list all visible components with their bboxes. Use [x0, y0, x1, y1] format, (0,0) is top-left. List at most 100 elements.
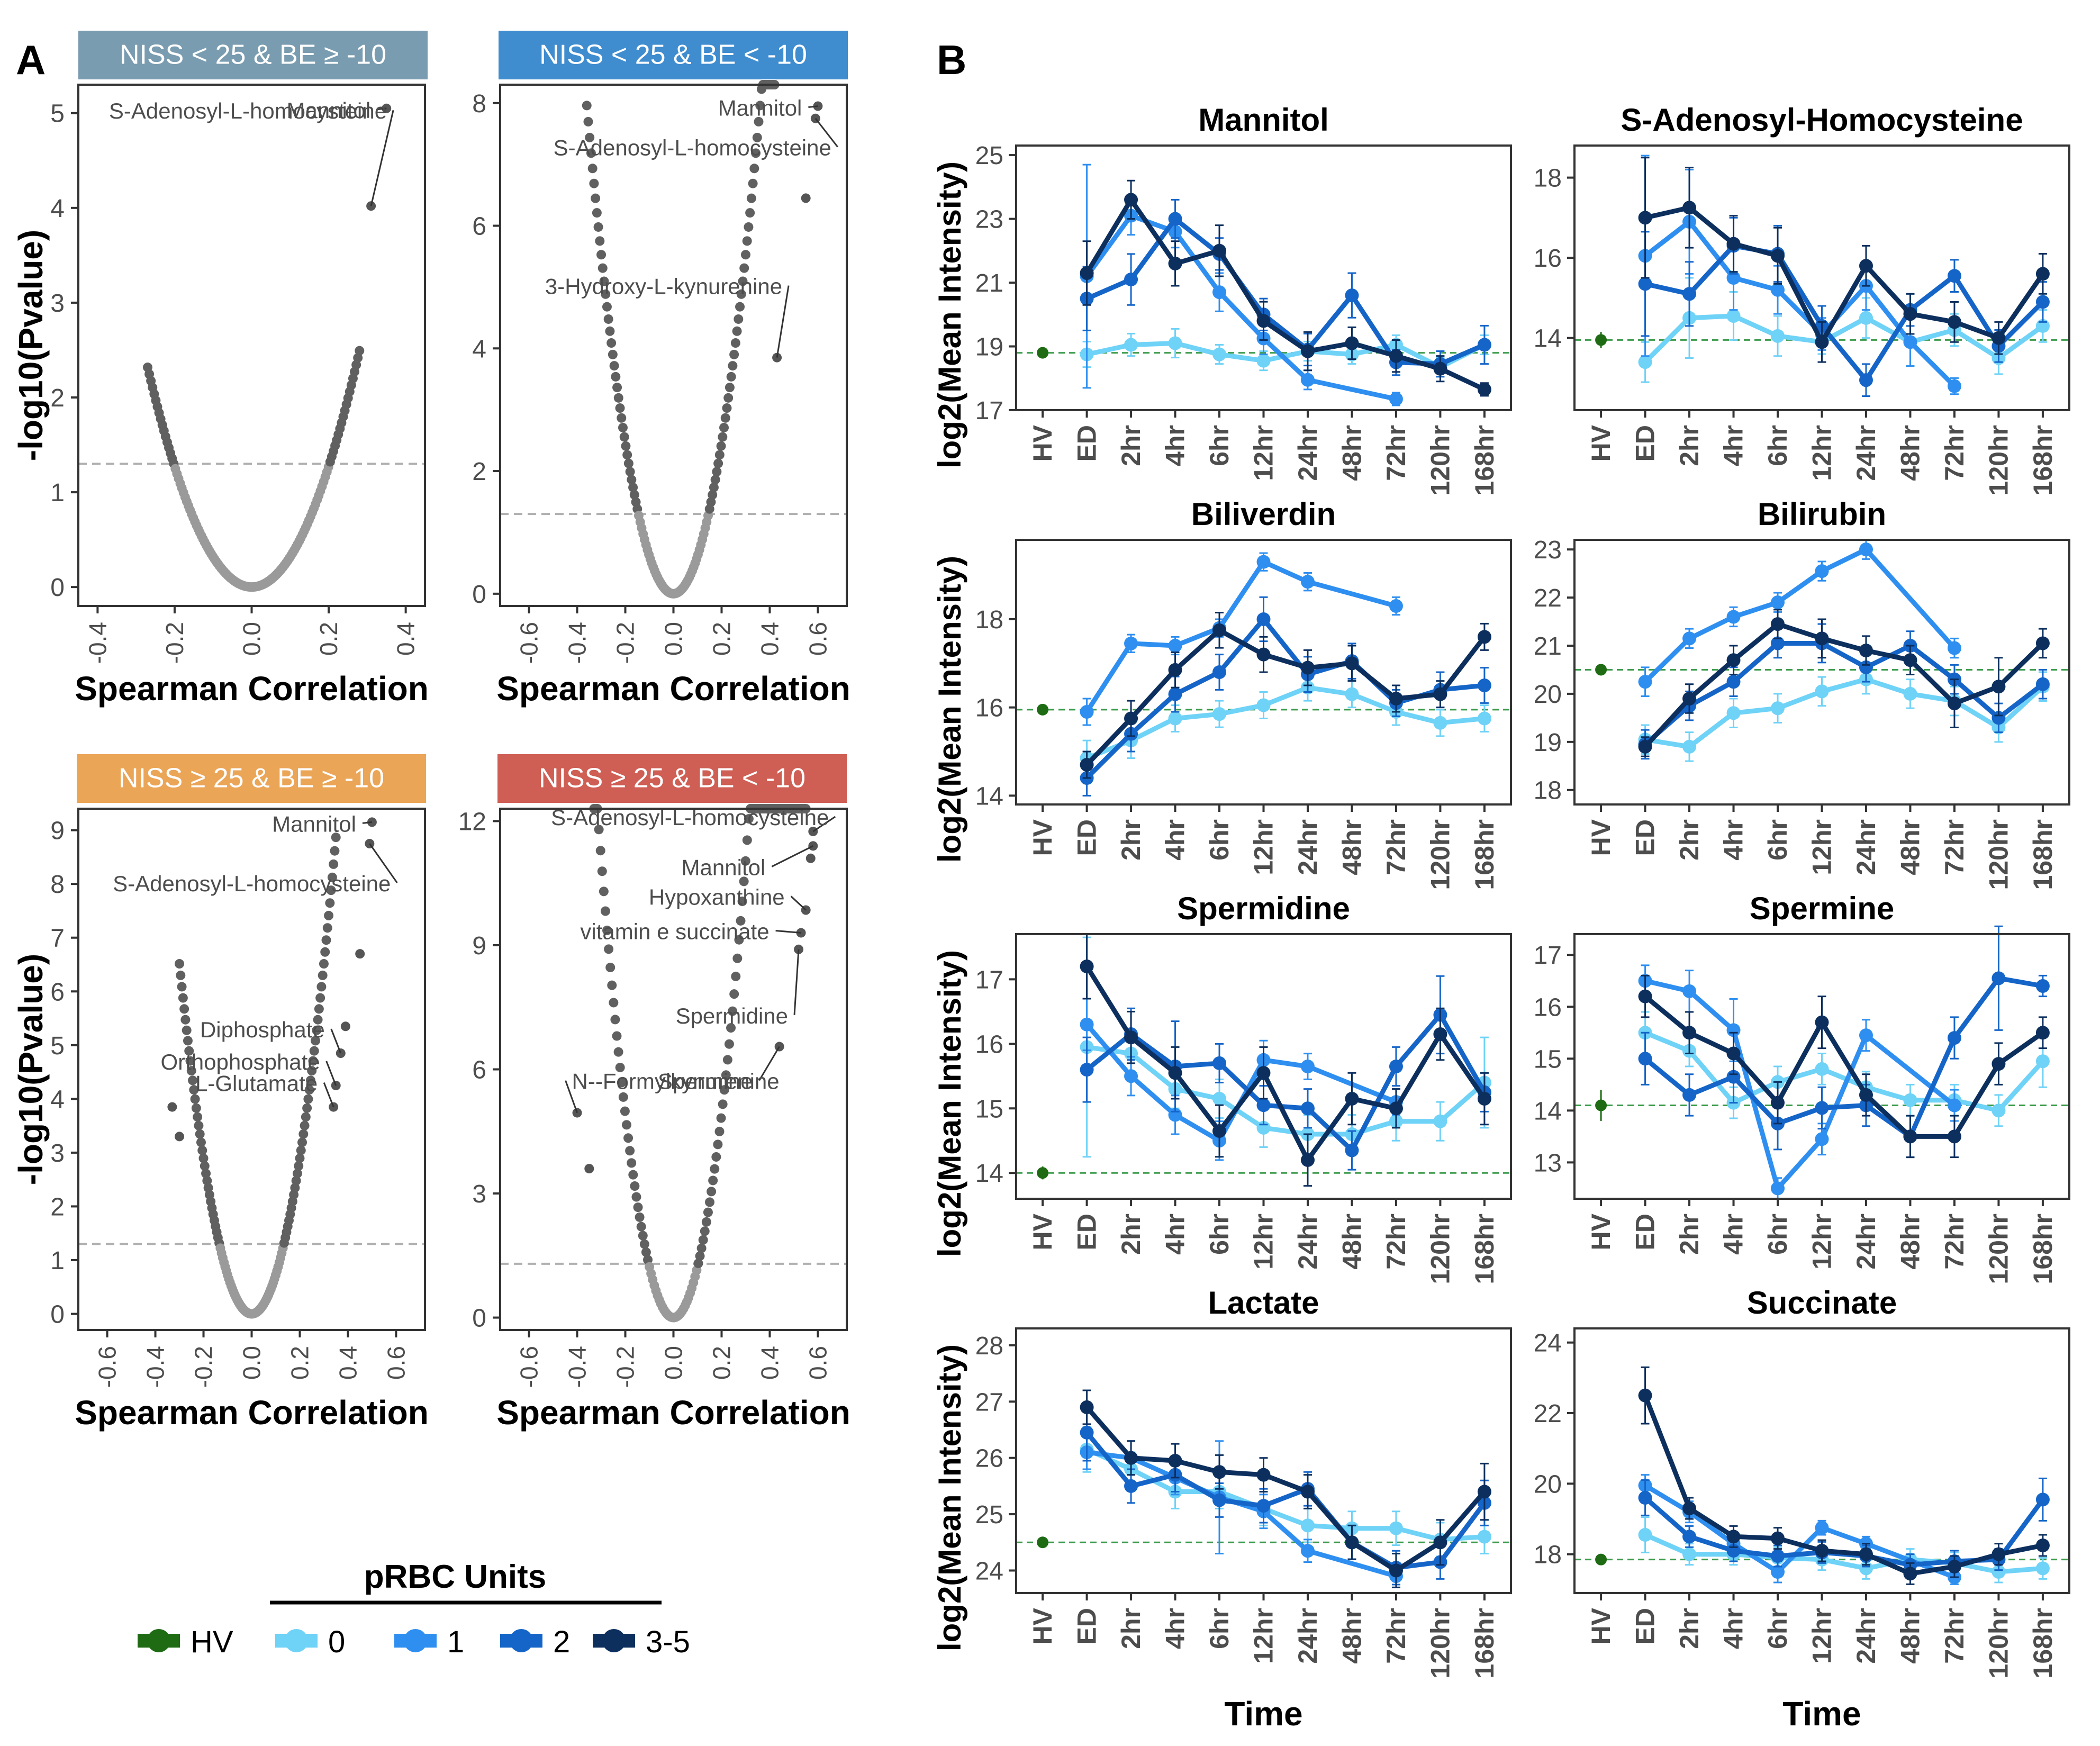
- metabolite-point: [308, 1056, 318, 1066]
- metabolite-point: [716, 441, 726, 451]
- metabolite-point: [621, 441, 631, 451]
- metabolite-point: [736, 289, 746, 299]
- metabolite-point: [182, 1025, 192, 1035]
- metabolite-point: [607, 980, 617, 990]
- x-tick-label: 48hr: [1895, 1214, 1925, 1270]
- metabolite-point: [635, 1212, 645, 1222]
- data-point: [1682, 984, 1697, 998]
- x-tick-label: 6hr: [1763, 425, 1793, 466]
- x-tick-label: 0.6: [382, 1346, 410, 1380]
- x-tick-label: 48hr: [1337, 425, 1366, 481]
- metabolite-point: [721, 1070, 731, 1080]
- metabolite-point: [625, 1146, 635, 1156]
- legend-item: 0: [275, 1625, 345, 1659]
- label-leader-line: [758, 1046, 780, 1081]
- metabolite-point: [746, 193, 756, 203]
- data-point: [1124, 1479, 1138, 1493]
- metabolite-title: Bilirubin: [1758, 496, 1886, 532]
- y-tick-label: 16: [975, 694, 1003, 722]
- metabolite-point: [177, 982, 187, 992]
- legend-title: pRBC Units: [364, 1559, 546, 1595]
- x-tick-label: 168hr: [2028, 819, 2058, 890]
- y-tick-label: 8: [472, 90, 486, 118]
- metabolite-point: [722, 403, 732, 413]
- y-axis-label: -log10(Pvalue): [12, 954, 50, 1185]
- data-point: [1947, 1031, 1961, 1045]
- metabolite-point: [291, 1175, 301, 1186]
- x-tick-label: 120hr: [1984, 425, 2013, 495]
- data-point: [1947, 1560, 1961, 1573]
- timecourse-s-adenosyl-homocysteine: S-Adenosyl-Homocysteine 14 16 18 HV ED 2hr 4hr 6…: [1534, 102, 2070, 495]
- metabolite-point: [200, 1161, 210, 1171]
- series-3-5: [1638, 609, 2050, 757]
- metabolite-point: [722, 1055, 732, 1065]
- metabolite-point: [740, 250, 750, 260]
- x-tick-label: HV: [1586, 424, 1616, 462]
- data-point: [1124, 338, 1138, 352]
- metabolite-point: [713, 458, 723, 468]
- timecourse-succinate: Succinate 18 20 22 24 HV ED 2hr 4hr 6hr 12hr 24hr 48…: [1534, 1285, 2070, 1733]
- metabolite-point: [597, 866, 607, 876]
- x-tick-label: 24hr: [1851, 819, 1881, 875]
- x-tick-label: 6hr: [1205, 425, 1234, 466]
- x-tick-label: 24hr: [1293, 819, 1323, 875]
- data-point: [1212, 1091, 1227, 1106]
- y-tick-label: 15: [975, 1095, 1003, 1123]
- data-point: [1124, 636, 1138, 650]
- metabolite-point: [605, 962, 615, 972]
- data-point: [1389, 349, 1403, 363]
- metabolite-point: [598, 263, 608, 273]
- metabolite-point: [731, 971, 741, 981]
- data-point: [1815, 1062, 1829, 1076]
- metabolite-point: [176, 970, 186, 980]
- data-point: [1300, 1544, 1315, 1558]
- metabolite-point: [728, 1006, 738, 1016]
- x-tick-label: 2hr: [1674, 819, 1704, 861]
- metabolite-point: [752, 132, 762, 142]
- series-line: [1644, 243, 2045, 383]
- metabolite-point: [313, 1015, 323, 1025]
- metabolite-point: [610, 1015, 620, 1025]
- x-tick-label: 0.2: [286, 1346, 313, 1380]
- metabolite-point: [202, 1175, 212, 1186]
- data-point: [1859, 373, 1873, 387]
- data-point: [1638, 675, 1652, 689]
- metabolite-point: [726, 1023, 736, 1033]
- data-point: [1389, 392, 1403, 406]
- facet-title: NISS ≥ 25 & BE ≥ -10: [119, 763, 384, 794]
- metabolite-point: [627, 1158, 637, 1168]
- data-point: [1477, 1091, 1491, 1106]
- x-tick-label: 4hr: [1719, 1608, 1749, 1649]
- x-tick-label: ED: [1072, 1214, 1102, 1250]
- data-point: [2035, 1539, 2050, 1552]
- y-tick-label: 24: [1534, 1329, 1562, 1358]
- data-point: [1859, 1547, 1873, 1561]
- metabolite-point: [725, 383, 735, 393]
- y-tick-label: 21: [1534, 632, 1562, 661]
- metabolite-point: [718, 432, 728, 442]
- y-tick-label: 19: [975, 333, 1003, 361]
- data-point: [1859, 1028, 1873, 1043]
- legend-swatch-point: [285, 1629, 308, 1652]
- metabolite-point: [198, 1153, 209, 1163]
- legend-swatch-point: [510, 1629, 533, 1652]
- point-label: Mannitol: [286, 98, 370, 123]
- x-tick-label: ED: [1631, 1608, 1660, 1644]
- x-axis-label: Spearman Correlation: [75, 670, 429, 708]
- metabolite-point: [329, 859, 339, 869]
- x-tick-label: 168hr: [2028, 1214, 2058, 1284]
- y-tick-label: 8: [50, 871, 65, 899]
- metabolite-point: [604, 944, 614, 954]
- metabolite-point: [595, 236, 605, 246]
- x-tick-label: 48hr: [1337, 819, 1366, 875]
- panel-label-b: B: [937, 37, 966, 83]
- data-point: [1682, 692, 1697, 705]
- x-tick-label: 6hr: [1205, 1608, 1234, 1649]
- label-leader-line: [362, 821, 373, 824]
- data-point: [1345, 1143, 1359, 1157]
- y-tick-label: 23: [975, 206, 1003, 234]
- highlighted-point: [584, 1164, 594, 1174]
- metabolite-point: [297, 1137, 307, 1147]
- panel-label-a: A: [16, 37, 46, 83]
- x-tick-label: -0.2: [612, 622, 639, 664]
